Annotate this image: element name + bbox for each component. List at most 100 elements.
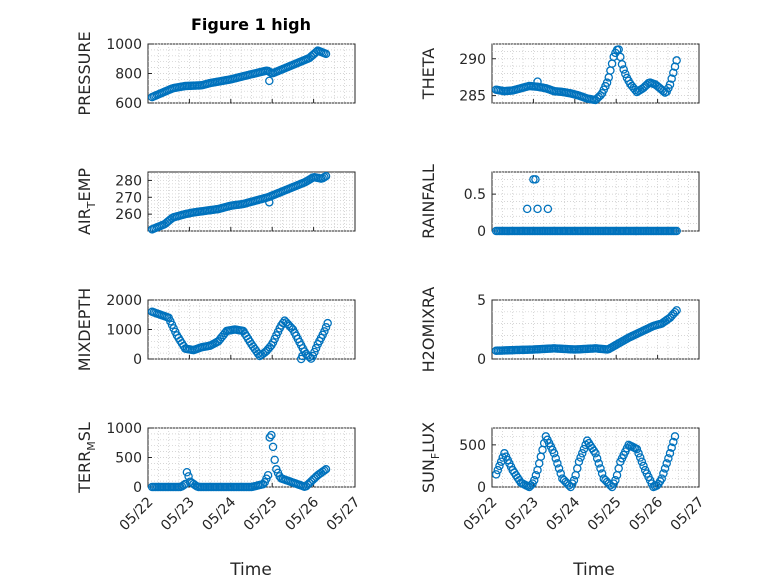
y-tick-label: 1000 [106, 323, 142, 339]
data-point [321, 465, 331, 474]
data-point [298, 351, 307, 361]
axes-box [147, 427, 356, 488]
data-point [670, 307, 680, 317]
x-tick-label: 05/27 [324, 494, 364, 534]
figure-title: Figure 1 high [191, 15, 311, 34]
data-point [662, 459, 671, 468]
data-point [184, 472, 193, 481]
y-axis-label: H2OMIXRA [419, 287, 438, 373]
y-tick-label: 1000 [106, 37, 142, 53]
data-point [182, 467, 192, 477]
subplot-h2omixra: 0 5 H2OMIXRA [419, 287, 700, 373]
y-tick-label: 285 [459, 89, 486, 105]
data-point [320, 172, 329, 182]
x-tick-label: 05/25 [241, 494, 281, 534]
data-point [594, 459, 604, 468]
data-point [667, 443, 676, 452]
data-point [665, 80, 675, 89]
data-point [667, 74, 676, 83]
data-point [579, 444, 589, 454]
data-point [659, 469, 668, 478]
data-point [611, 476, 620, 485]
y-tick-label: 290 [459, 52, 486, 68]
data-point [670, 432, 680, 441]
y-tick-label: 260 [115, 207, 142, 223]
y-axis-label: TERRMSL [75, 422, 98, 494]
data-point [574, 457, 584, 466]
data-point [591, 449, 600, 458]
data-point [554, 464, 564, 473]
x-tick-label: 05/26 [626, 494, 666, 534]
data-point [265, 433, 274, 442]
data-point [320, 466, 329, 475]
data-point [578, 449, 587, 458]
data-point [320, 327, 329, 336]
data-point [664, 454, 673, 463]
data-point [632, 444, 642, 454]
data-point [657, 474, 666, 483]
data-point [323, 318, 332, 328]
y-tick-label: 600 [115, 96, 142, 112]
data-point [321, 171, 331, 181]
y-tick-label: 2000 [106, 293, 142, 309]
y-axis-label: RAINFALL [419, 164, 438, 239]
data-point [619, 65, 628, 74]
x-axis-label-left: Time [229, 560, 272, 580]
data-point [529, 476, 539, 485]
data-point [669, 437, 678, 447]
data-point [308, 351, 318, 361]
data-point [617, 60, 627, 69]
y-tick-label: 1000 [106, 421, 142, 437]
data-point [660, 464, 670, 473]
data-point [576, 453, 585, 462]
y-axis-label: THETA [419, 48, 438, 100]
data-point [179, 480, 188, 490]
data-point [495, 461, 504, 471]
data-point [672, 56, 681, 65]
subplot-mixdepth: 0 1000 2000 MIXDEPTH [75, 288, 356, 371]
y-axis-label: PRESSURE [75, 31, 94, 115]
x-tick-label: 05/24 [543, 494, 583, 534]
data-point [551, 454, 561, 463]
data-point [265, 76, 274, 86]
x-axis-label-right: Time [572, 560, 615, 580]
data-point [672, 226, 681, 236]
data-point [493, 465, 503, 475]
subplot-sun-flux: 0 500 05/22 05/23 05/24 05/25 05/26 05/27 SUNFLU… [419, 422, 707, 534]
x-tick-label: 05/23 [158, 494, 198, 534]
data-point [268, 442, 278, 452]
axes-box [491, 171, 700, 232]
x-tick-label: 05/22 [117, 494, 157, 534]
data-point [267, 430, 276, 440]
data-point [265, 198, 274, 207]
y-axis-label: AIRTEMP [75, 168, 98, 235]
data-point [531, 470, 541, 480]
y-tick-label: 0.5 [464, 187, 486, 203]
data-point [669, 68, 678, 78]
data-point [665, 449, 675, 458]
y-tick-label: 500 [459, 438, 486, 454]
data-point [569, 476, 579, 485]
subplot-terr-msl: 0 500 1000 05/22 05/23 05/24 05/25 05/26 05/27 TE… [75, 421, 363, 534]
data-point [553, 459, 562, 468]
data-point [602, 78, 612, 87]
data-point [498, 453, 508, 462]
y-tick-label: 270 [115, 190, 142, 206]
x-tick-label: 05/26 [282, 494, 322, 534]
data-point [635, 453, 645, 462]
y-tick-label: 0 [133, 480, 142, 496]
x-tick-label: 05/25 [585, 494, 625, 534]
data-point [270, 455, 279, 465]
data-point [533, 77, 542, 86]
y-axis-label: MIXDEPTH [75, 288, 94, 371]
y-axis-label: SUNFLUX [419, 422, 442, 493]
data-point [531, 175, 540, 184]
subplot-rainfall: 0 0.5 RAINFALL [419, 164, 700, 240]
subplot-theta: 285 290 THETA [419, 43, 700, 105]
data-point [634, 449, 643, 458]
x-tick-label: 05/22 [461, 494, 501, 534]
data-point [639, 461, 648, 471]
